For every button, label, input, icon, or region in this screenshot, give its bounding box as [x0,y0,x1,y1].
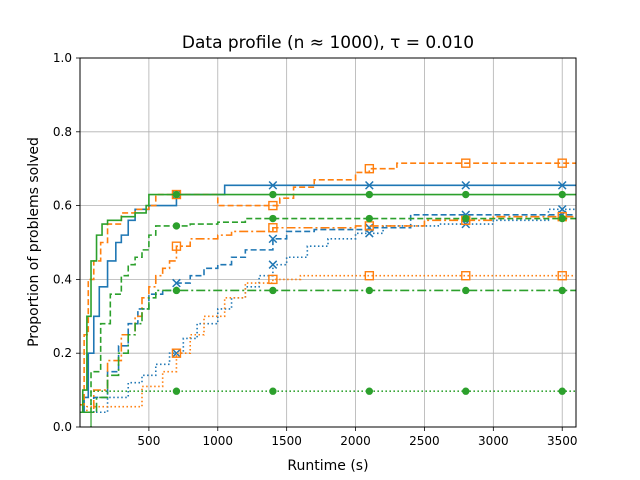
y-axis-label: Proportion of problems solved [26,137,42,347]
series-9-marker [558,286,566,295]
series-3-marker [557,204,567,214]
series-9-marker [462,286,470,295]
x-tick-label: 2000 [340,434,371,448]
series-9-marker [269,286,277,295]
x-tick-label: 3500 [547,434,578,448]
series-line-9 [80,289,576,414]
x-tick-label: 500 [137,434,160,448]
x-tick-label: 3000 [478,434,509,448]
series-line-4 [80,162,576,406]
series-5-marker [268,223,278,233]
axes-frame [79,57,577,428]
series-1-marker [268,180,278,190]
series-3-marker [268,260,278,269]
series-2-marker [172,278,181,288]
series-6-marker [461,271,471,281]
y-tick-label: 0.8 [53,125,72,139]
series-line-2 [80,214,576,414]
x-tick-label: 1500 [271,434,302,448]
series-8-marker [172,222,181,230]
series-2-marker [268,234,278,244]
series-4-marker [557,158,567,168]
series-7-marker [269,190,277,199]
series-8-marker [558,214,566,223]
series-3-marker [172,348,181,358]
x-tick-label: 1000 [203,434,234,448]
series-10-marker [558,387,566,395]
series-10-marker [269,387,277,395]
y-tick-label: 0.6 [53,199,72,213]
series-line-8 [80,217,576,414]
series-10-marker [365,387,374,395]
series-9-marker [365,286,374,295]
series-line-5 [80,215,576,414]
series-4-marker [268,200,278,211]
series-7-marker [365,190,374,199]
series-1-marker [365,180,374,190]
series-line-1 [80,184,576,414]
series-6-marker [268,274,278,285]
series-1-marker [461,180,471,190]
plot-area [80,158,576,427]
series-8-marker [269,214,277,223]
y-tick-label: 1.0 [53,51,72,65]
series-6-marker [171,348,182,358]
series-10-marker [172,387,181,395]
series-8-marker [365,214,374,223]
series-5-marker [171,241,182,251]
y-tick-label: 0.2 [53,346,72,360]
series-7-marker [558,190,566,199]
series-3-marker [365,228,374,238]
series-7-marker [172,190,181,199]
y-tick-label: 0.0 [53,420,72,434]
series-7-marker [462,190,470,199]
series-1-marker [557,180,567,190]
x-axis-label: Runtime (s) [287,458,368,474]
series-4-marker [461,158,471,168]
series-10-marker [462,387,470,395]
series-8-marker [462,214,470,223]
series-9-marker [172,286,181,295]
x-tick-label: 2500 [409,434,440,448]
y-tick-label: 0.4 [53,272,72,286]
series-6-marker [557,271,567,281]
chart-title: Data profile (n ≈ 1000), τ = 0.010 [182,33,474,53]
ticks: 500 1000 1500 2000 2500 3000 3500 0.0 0.2 0.4 0.6 0… [53,51,578,448]
series-line-7 [80,193,576,414]
series-4-marker [364,163,375,174]
series-6-marker [364,271,375,281]
